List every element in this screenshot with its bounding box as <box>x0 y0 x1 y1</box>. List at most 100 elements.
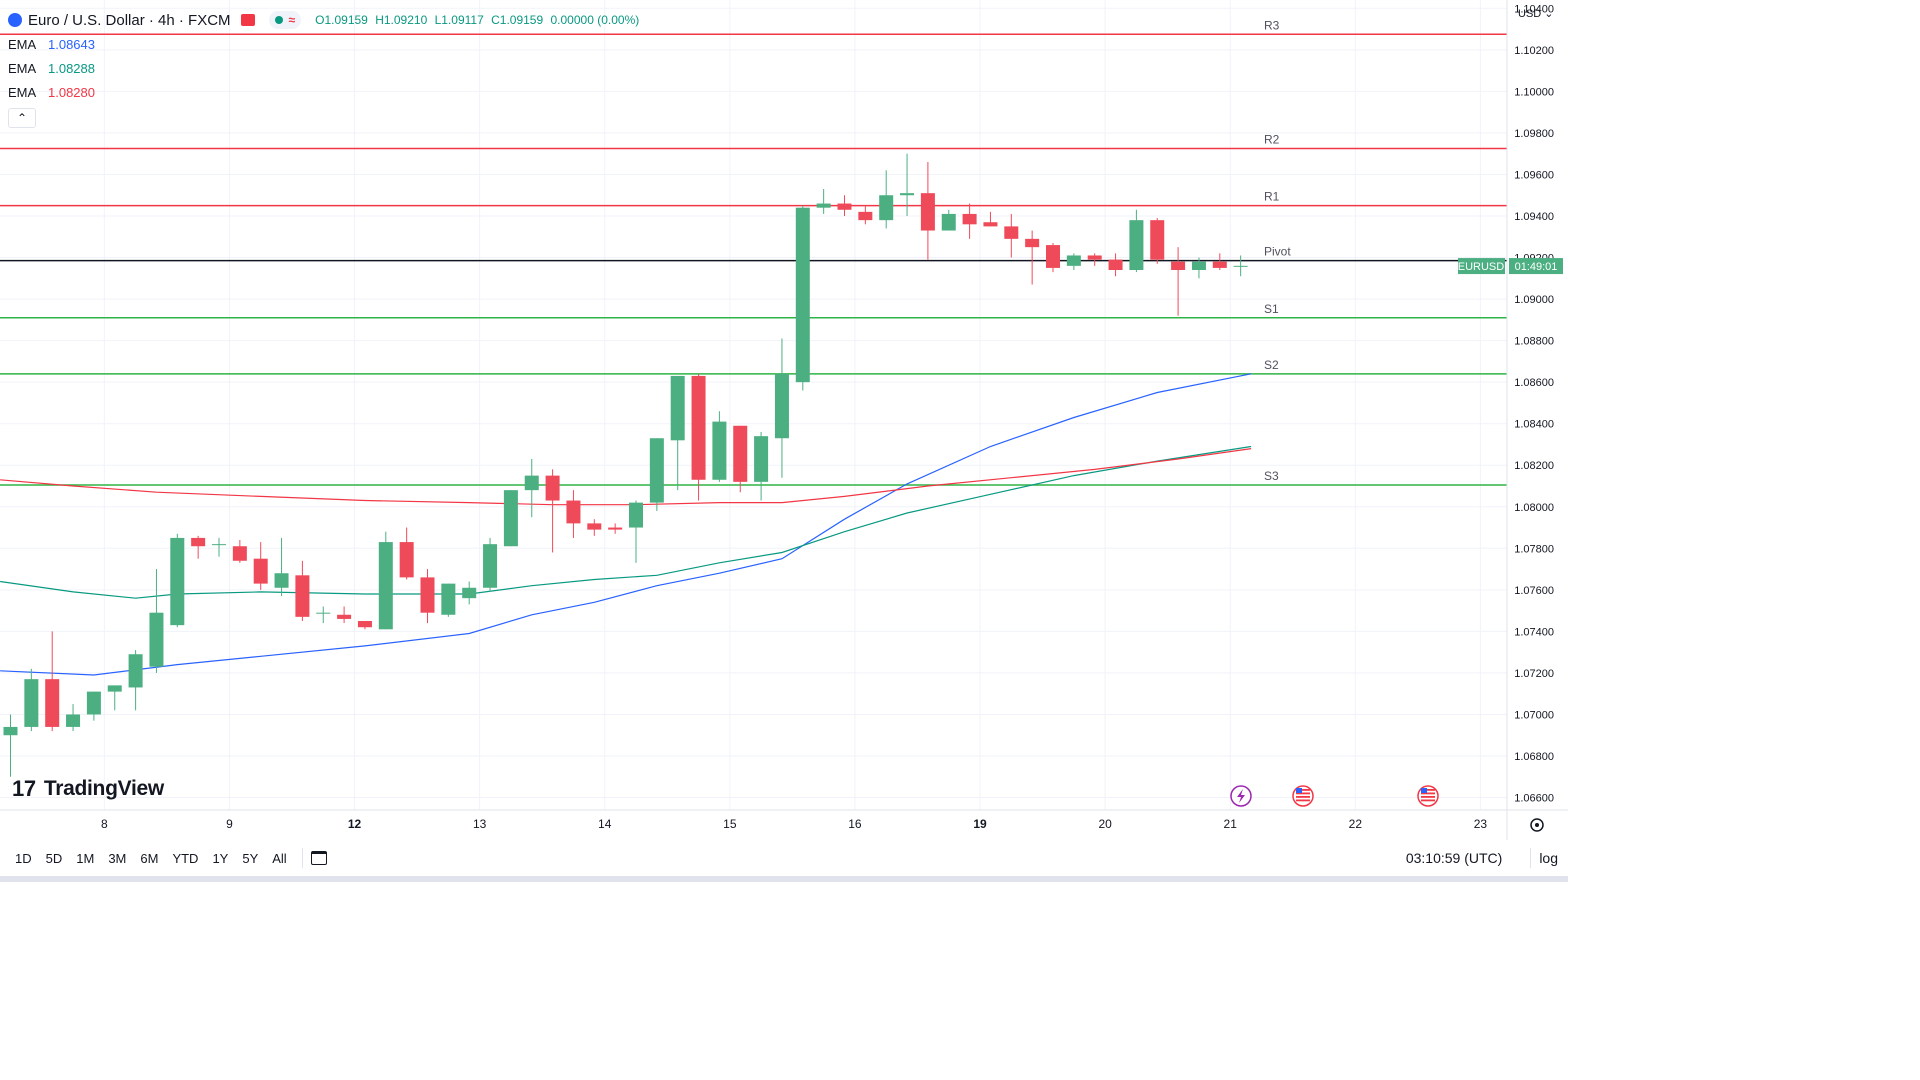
candle-body <box>212 544 226 546</box>
ohlc-open: O1.09159 <box>315 13 368 27</box>
candle <box>316 606 331 624</box>
candle <box>1129 209 1144 273</box>
bar-countdown: 01:49:01 <box>1515 261 1558 273</box>
price-tick-label: 1.07000 <box>1514 709 1554 721</box>
time-tick-label: 8 <box>101 817 108 831</box>
range-button-6m[interactable]: 6M <box>140 850 159 866</box>
price-tick-label: 1.06800 <box>1514 751 1554 763</box>
candle <box>191 535 206 559</box>
candle-body <box>545 475 560 501</box>
candle-body <box>170 537 185 626</box>
flag-icon[interactable] <box>240 14 255 26</box>
delay-icon: ≈ <box>288 13 296 27</box>
candle-body <box>66 714 81 727</box>
indicator-row[interactable]: EMA 1.08280 <box>8 80 643 104</box>
candle-body <box>1191 261 1206 270</box>
candle <box>295 560 310 621</box>
flag-stripe <box>1296 792 1310 795</box>
candle <box>587 519 602 536</box>
flag-stripe <box>1296 789 1310 791</box>
us-flag-event-icon[interactable] <box>1417 785 1439 807</box>
candle-body <box>253 558 268 584</box>
candle <box>107 685 122 711</box>
time-tick-label: 19 <box>973 817 987 831</box>
log-scale-toggle[interactable]: log <box>1539 850 1558 866</box>
time-tick-label: 15 <box>723 817 737 831</box>
candle-body <box>1150 220 1165 260</box>
chart-legend: Euro / U.S. Dollar · 4h · FXCM ≈ O1.0915… <box>8 8 643 128</box>
candle <box>983 211 998 227</box>
symbol-price-tag-bg <box>1458 258 1505 275</box>
ema-lines <box>0 373 1252 676</box>
pivot-label-r3: R3 <box>1264 18 1280 32</box>
range-button-all[interactable]: All <box>272 850 287 866</box>
bottom-toolbar: 1D 5D 1M 3M 6M YTD 1Y 5Y All 03:10:59 (U… <box>0 840 1568 876</box>
candle-body <box>1046 245 1060 268</box>
range-button-1y[interactable]: 1Y <box>212 850 229 866</box>
candle-body <box>399 542 414 578</box>
market-status-pill[interactable]: ≈ <box>268 11 302 29</box>
indicator-row[interactable]: EMA 1.08288 <box>8 56 643 80</box>
price-tick-label: 1.10400 <box>1514 3 1554 15</box>
time-tick-label: 23 <box>1474 817 1488 831</box>
candle-body <box>983 222 998 227</box>
candle-body <box>858 211 873 221</box>
ema-line-1 <box>0 373 1252 676</box>
candle <box>774 338 789 478</box>
candle <box>691 373 706 501</box>
candle <box>24 668 39 732</box>
candle <box>399 527 414 580</box>
candle-body <box>524 475 539 491</box>
collapse-legend-button[interactable]: ⌃ <box>8 108 36 128</box>
currency-selector[interactable]: USD ⌄ <box>1518 8 1554 20</box>
time-tick-label: 9 <box>226 817 233 831</box>
range-button-5y[interactable]: 5Y <box>242 850 259 866</box>
range-button-5d[interactable]: 5D <box>45 850 63 866</box>
candle <box>920 162 935 260</box>
price-tick-label: 1.09400 <box>1514 211 1554 223</box>
indicator-row[interactable]: EMA 1.08643 <box>8 32 643 56</box>
candle <box>1066 253 1081 270</box>
range-button-3m[interactable]: 3M <box>108 850 127 866</box>
candle <box>86 691 101 721</box>
ohlc-values: O1.09159 H1.09210 L1.09117 C1.09159 0.00… <box>315 13 643 27</box>
candle <box>962 203 977 239</box>
candle-body <box>378 542 393 630</box>
candle <box>420 569 435 624</box>
currency-flag-icon <box>8 13 22 27</box>
range-button-1d[interactable]: 1D <box>15 850 32 866</box>
time-tick-label: 14 <box>598 817 612 831</box>
flag-stripe <box>1296 799 1310 802</box>
price-tick-label: 1.07600 <box>1514 585 1554 597</box>
logo-text: TradingView <box>43 777 164 800</box>
utc-clock[interactable]: 03:10:59 (UTC) <box>1405 850 1503 866</box>
price-tick-label: 1.10200 <box>1514 45 1554 57</box>
candle-body <box>1212 261 1227 268</box>
lightning-bolt <box>1237 789 1245 803</box>
candle-body <box>566 500 581 524</box>
settings-gear-icon[interactable] <box>1530 818 1544 832</box>
range-button-ytd[interactable]: YTD <box>172 850 199 866</box>
candle <box>483 537 498 592</box>
candle-body <box>587 523 602 530</box>
candle <box>128 650 143 711</box>
symbol-title[interactable]: Euro / U.S. Dollar · 4h · FXCM <box>28 11 231 29</box>
tradingview-logo[interactable]: 17 TradingView <box>12 776 164 802</box>
range-button-1m[interactable]: 1M <box>76 850 95 866</box>
candle <box>608 523 623 534</box>
candle-body <box>503 490 518 547</box>
candle <box>545 469 560 553</box>
economic-events <box>1230 785 1439 807</box>
candle-body <box>962 213 977 225</box>
candle <box>337 606 352 624</box>
candle <box>858 205 873 225</box>
candle-body <box>483 544 498 588</box>
candle <box>45 631 60 732</box>
candle-body <box>3 726 18 736</box>
lightning-event-icon[interactable] <box>1230 785 1252 807</box>
candle <box>212 537 226 557</box>
date-range-icon[interactable] <box>310 851 327 865</box>
ohlc-high: H1.09210 <box>375 13 428 27</box>
us-flag-event-icon[interactable] <box>1292 785 1314 807</box>
